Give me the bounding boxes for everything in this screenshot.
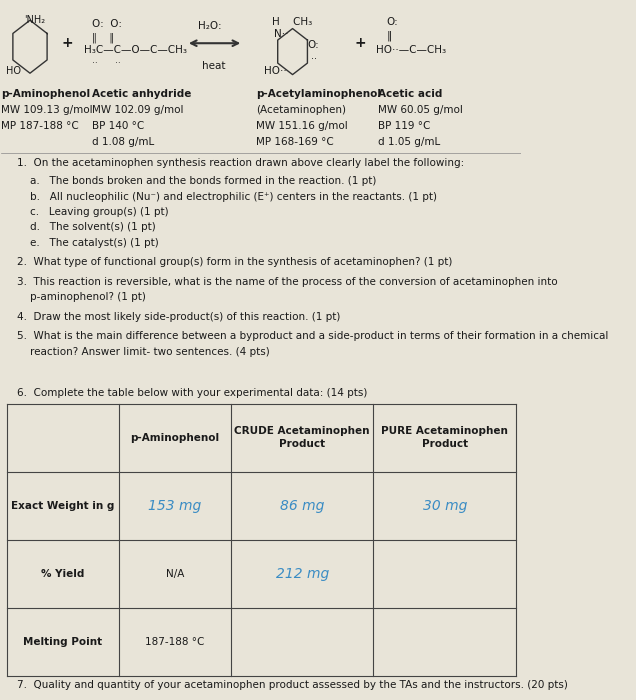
Text: d 1.08 g/mL: d 1.08 g/mL xyxy=(92,136,155,147)
Text: 6.  Complete the table below with your experimental data: (14 pts): 6. Complete the table below with your ex… xyxy=(17,389,368,398)
Text: CRUDE Acetaminophen: CRUDE Acetaminophen xyxy=(235,426,370,436)
Text: 187-188 °C: 187-188 °C xyxy=(145,636,204,647)
Text: c.   Leaving group(s) (1 pt): c. Leaving group(s) (1 pt) xyxy=(30,207,169,217)
Text: 212 mg: 212 mg xyxy=(275,566,329,580)
Text: 86 mg: 86 mg xyxy=(280,498,324,512)
Text: % Yield: % Yield xyxy=(41,568,85,579)
Text: MW 151.16 g/mol: MW 151.16 g/mol xyxy=(256,120,348,131)
Text: PURE Acetaminophen: PURE Acetaminophen xyxy=(382,426,508,436)
Text: MP 187-188 °C: MP 187-188 °C xyxy=(1,120,79,131)
Text: H₂O:: H₂O: xyxy=(198,21,221,31)
Text: 7.  Quality and quantity of your acetaminophen product assessed by the TAs and t: 7. Quality and quantity of your acetamin… xyxy=(17,680,568,690)
Text: b.   All nucleophilic (Nu⁻) and electrophilic (E⁺) centers in the reactants. (1 : b. All nucleophilic (Nu⁻) and electrophi… xyxy=(30,192,437,202)
Text: ··: ·· xyxy=(311,54,317,64)
Text: O:: O: xyxy=(386,17,398,27)
Text: N/A: N/A xyxy=(165,568,184,579)
Text: 1.  On the acetaminophen synthesis reaction drawn above clearly label the follow: 1. On the acetaminophen synthesis reacti… xyxy=(17,158,464,168)
Text: BP 119 °C: BP 119 °C xyxy=(378,120,431,131)
Text: 2.  What type of functional group(s) form in the synthesis of acetaminophen? (1 : 2. What type of functional group(s) form… xyxy=(17,258,452,267)
Text: Product: Product xyxy=(422,439,468,449)
Text: p-aminophenol? (1 pt): p-aminophenol? (1 pt) xyxy=(30,292,146,302)
Text: 'NH₂: 'NH₂ xyxy=(24,15,45,24)
Text: 153 mg: 153 mg xyxy=(148,498,202,512)
Text: reaction? Answer limit- two sentences. (4 pts): reaction? Answer limit- two sentences. (… xyxy=(30,346,270,356)
Text: p-Aminophenol: p-Aminophenol xyxy=(130,433,219,442)
Text: ‖: ‖ xyxy=(386,31,391,41)
Text: +: + xyxy=(355,36,366,50)
Text: H: H xyxy=(272,17,279,27)
Text: MW 102.09 g/mol: MW 102.09 g/mol xyxy=(92,104,184,115)
Text: CH₃: CH₃ xyxy=(280,17,312,27)
Text: Acetic anhydride: Acetic anhydride xyxy=(92,88,192,99)
Text: HO··—C—CH₃: HO··—C—CH₃ xyxy=(376,45,446,55)
Text: N··: N·· xyxy=(274,29,289,39)
Text: H₃C—C—O—C—CH₃: H₃C—C—O—C—CH₃ xyxy=(83,45,186,55)
Text: BP 140 °C: BP 140 °C xyxy=(92,120,144,131)
Text: d.   The solvent(s) (1 pt): d. The solvent(s) (1 pt) xyxy=(30,223,156,232)
Text: heat: heat xyxy=(202,61,225,71)
Text: MW 60.05 g/mol: MW 60.05 g/mol xyxy=(378,104,463,115)
Text: p-Aminophenol: p-Aminophenol xyxy=(1,88,90,99)
Text: p-Acetylaminophenol: p-Acetylaminophenol xyxy=(256,88,381,99)
Text: HO··: HO·· xyxy=(264,66,287,76)
Text: 3.  This reaction is reversible, what is the name of the process of the conversi: 3. This reaction is reversible, what is … xyxy=(17,276,558,287)
Text: e.   The catalyst(s) (1 pt): e. The catalyst(s) (1 pt) xyxy=(30,238,159,248)
Text: +: + xyxy=(61,36,73,50)
Text: 4.  Draw the most likely side-product(s) of this reaction. (1 pt): 4. Draw the most likely side-product(s) … xyxy=(17,312,340,322)
Text: 30 mg: 30 mg xyxy=(423,498,467,512)
Text: Product: Product xyxy=(279,439,325,449)
Text: 5.  What is the main difference between a byproduct and a side-product in terms : 5. What is the main difference between a… xyxy=(17,331,609,341)
Text: O:  O:: O: O: xyxy=(92,19,122,29)
Text: MW 109.13 g/mol: MW 109.13 g/mol xyxy=(1,104,93,115)
Text: a.   The bonds broken and the bonds formed in the reaction. (1 pt): a. The bonds broken and the bonds formed… xyxy=(30,176,377,186)
Text: Acetic acid: Acetic acid xyxy=(378,88,443,99)
Text: Exact Weight in g: Exact Weight in g xyxy=(11,500,114,511)
Text: HO: HO xyxy=(6,66,20,76)
Text: d 1.05 g/mL: d 1.05 g/mL xyxy=(378,136,441,147)
Text: ··      ··: ·· ·· xyxy=(92,59,121,68)
Text: (Acetaminophen): (Acetaminophen) xyxy=(256,104,346,115)
Text: O:: O: xyxy=(307,40,319,50)
Text: Melting Point: Melting Point xyxy=(23,636,102,647)
Text: MP 168-169 °C: MP 168-169 °C xyxy=(256,136,334,147)
Text: ‖    ‖: ‖ ‖ xyxy=(92,33,114,43)
